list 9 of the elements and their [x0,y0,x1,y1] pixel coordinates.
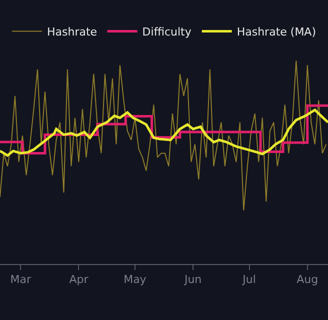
legend-label: Difficulty [142,26,192,39]
x-tick-label: Mar [10,273,32,286]
x-tick-label: Apr [69,273,89,286]
x-tick-label: Aug [296,273,318,286]
x-tick-label: Jul [242,273,256,286]
x-tick-label: May [124,273,147,286]
legend-label: Hashrate (MA) [236,26,316,39]
x-tick-label: Jun [183,273,202,286]
legend-label: Hashrate [47,26,98,39]
